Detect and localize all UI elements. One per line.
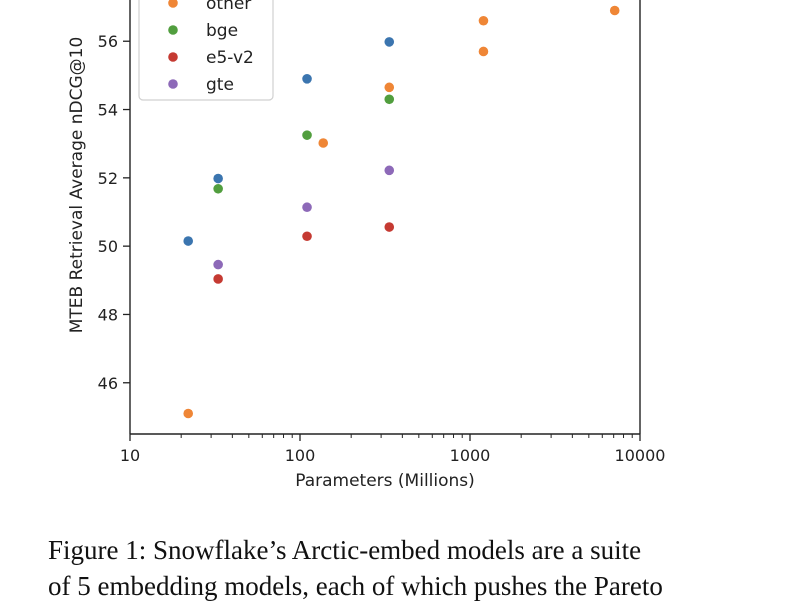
point-gte-0	[213, 259, 223, 270]
point-bge-1	[302, 130, 312, 140]
point-other-1	[318, 138, 329, 148]
x-axis-label: Parameters (Millions)	[295, 471, 475, 491]
figure-caption: Figure 1: Snowflake’s Arctic-embed model…	[48, 532, 768, 604]
x-tick-label-1000: 1000	[450, 446, 491, 465]
point-bge-2	[384, 94, 395, 105]
legend-marker-e5-v2	[168, 52, 178, 62]
plot-points	[183, 5, 620, 419]
point-series-0-0	[183, 236, 194, 246]
y-tick-label-46: 46	[98, 374, 118, 393]
legend-label-e5-v2: e5-v2	[206, 48, 254, 68]
caption-line-2: of 5 embedding models, each of which pus…	[48, 571, 663, 601]
point-e5-v2-0	[213, 274, 223, 284]
y-tick-label-56: 56	[98, 32, 118, 51]
point-series-0-1	[213, 173, 223, 184]
point-other-2	[384, 82, 395, 93]
ticks: 10 100 1000 10000 46 48 50 52 54 56	[98, 32, 666, 465]
point-e5-v2-2	[384, 222, 395, 232]
x-tick-label-10000: 10000	[615, 446, 666, 465]
axes	[129, 0, 641, 435]
x-tick-label-100: 100	[285, 446, 316, 465]
point-series-0-3	[384, 37, 395, 47]
point-series-0-2	[302, 74, 312, 84]
point-other-5	[609, 5, 620, 16]
x-tick-label-10: 10	[120, 446, 140, 465]
legend-label-bge: bge	[206, 21, 238, 41]
legend-marker-other	[168, 0, 178, 8]
y-tick-label-54: 54	[98, 101, 118, 120]
point-bge-0	[213, 183, 223, 194]
point-gte-2	[384, 165, 395, 176]
legend-label-gte: gte	[206, 75, 234, 95]
caption-line-1: Figure 1: Snowflake’s Arctic-embed model…	[48, 535, 642, 565]
y-tick-label-52: 52	[98, 169, 118, 188]
legend-box	[138, 0, 274, 101]
legend: other bge e5-v2 gte	[138, 0, 274, 101]
y-tick-label-48: 48	[98, 305, 118, 324]
legend-marker-bge	[168, 25, 178, 35]
legend-label-other: other	[206, 0, 251, 14]
y-axis-label: MTEB Retrieval Average nDCG@10	[67, 37, 87, 334]
legend-marker-gte	[168, 79, 178, 89]
point-other-0	[183, 408, 194, 419]
point-e5-v2-1	[302, 231, 312, 242]
point-gte-1	[302, 202, 312, 213]
scatter-chart: 10 100 1000 10000 46 48 50 52 54 56 Parameters (M…	[67, 0, 666, 491]
point-other-4	[478, 15, 489, 26]
point-other-3	[478, 46, 489, 57]
y-tick-label-50: 50	[98, 237, 118, 256]
